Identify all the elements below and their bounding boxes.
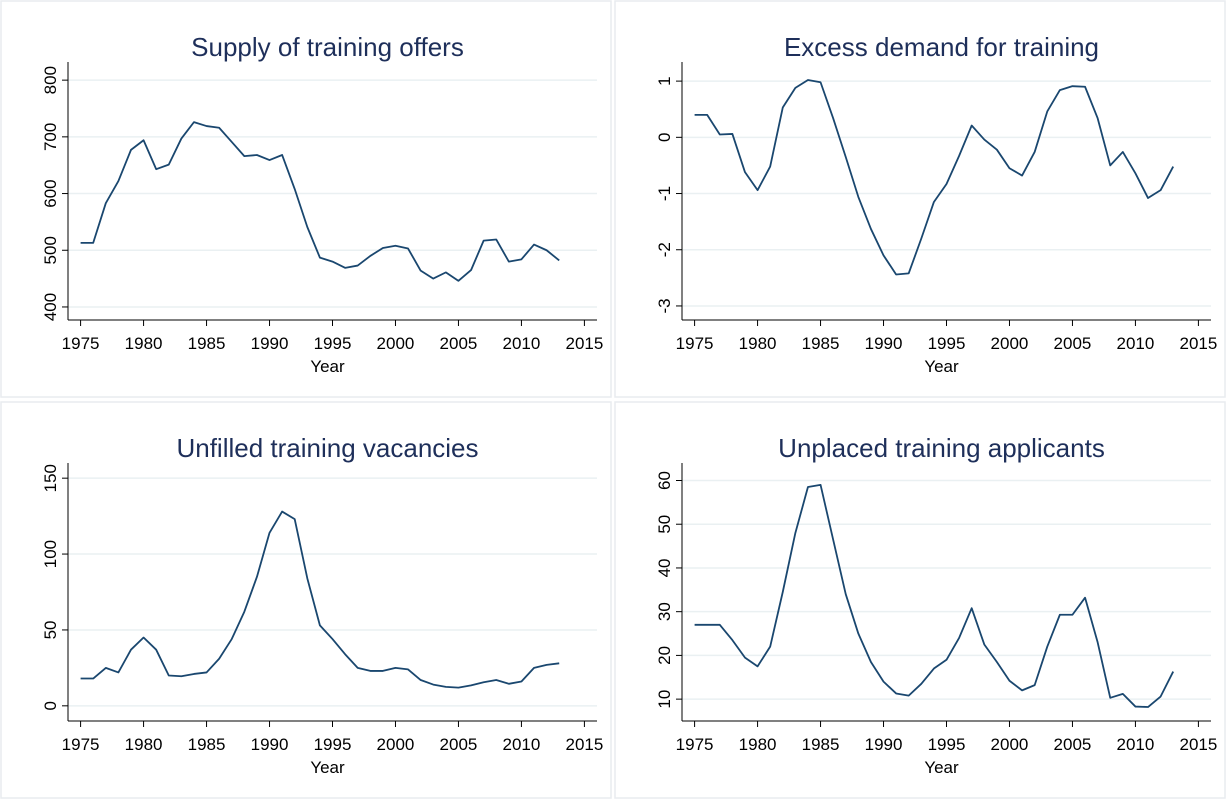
y-tick-label: 700 <box>41 123 60 151</box>
data-line <box>694 483 1175 708</box>
panel: Excess demand for training -3 -2 -1 0 1 1975 19… <box>614 0 1226 398</box>
x-tick-label: 2005 <box>1054 735 1092 754</box>
y-tick-label: -1 <box>655 186 674 201</box>
y-tick-label: 0 <box>41 701 60 710</box>
y-tick-label: 50 <box>655 515 674 534</box>
y-tick-label: 1 <box>655 76 674 85</box>
y-tick-label: 30 <box>655 602 674 621</box>
x-tick-label: 1995 <box>928 334 966 353</box>
x-tick-label: 2005 <box>440 334 478 353</box>
y-tick-label: 20 <box>655 646 674 665</box>
x-tick-label: 2010 <box>503 735 541 754</box>
x-axis-label: Year <box>924 758 959 777</box>
x-tick-label: 2000 <box>991 334 1029 353</box>
x-tick-label: 1990 <box>251 735 289 754</box>
y-tick-label: 40 <box>655 558 674 577</box>
x-tick-label: 2005 <box>1054 334 1092 353</box>
y-tick-label: -3 <box>655 298 674 313</box>
y-tick-label: 150 <box>41 464 60 492</box>
data-line <box>80 121 560 282</box>
x-tick-label: 2000 <box>991 735 1029 754</box>
panel: Unfilled training vacancies 0 50 100 150 1975… <box>0 401 612 799</box>
x-tick-label: 2000 <box>377 735 415 754</box>
x-axis-label: Year <box>310 758 345 777</box>
x-tick-label: 1985 <box>802 334 840 353</box>
x-tick-label: 1980 <box>739 735 777 754</box>
y-tick-label: 500 <box>41 236 60 264</box>
y-tick-label: 60 <box>655 471 674 490</box>
x-tick-label: 1990 <box>251 334 289 353</box>
x-tick-label: 2015 <box>565 334 603 353</box>
x-tick-label: 1975 <box>676 735 714 754</box>
x-tick-label: 1980 <box>125 735 163 754</box>
panel-border <box>0 0 612 398</box>
x-tick-label: 1980 <box>125 334 163 353</box>
x-tick-label: 2000 <box>377 334 415 353</box>
chart-title: Unfilled training vacancies <box>176 433 478 463</box>
chart-title: Excess demand for training <box>784 32 1099 62</box>
data-line <box>80 510 560 689</box>
x-axis-label: Year <box>924 357 959 376</box>
x-tick-label: 1985 <box>188 334 226 353</box>
x-tick-label: 2010 <box>1117 334 1155 353</box>
data-line <box>694 79 1175 276</box>
y-tick-label: 50 <box>41 620 60 639</box>
y-tick-label: 400 <box>41 293 60 321</box>
x-tick-label: 2005 <box>440 735 478 754</box>
x-tick-label: 1995 <box>314 735 352 754</box>
x-axis-label: Year <box>310 357 345 376</box>
x-tick-label: 1995 <box>928 735 966 754</box>
y-tick-label: 600 <box>41 179 60 207</box>
panel: Supply of training offers 400 500 600 700 800… <box>0 0 612 398</box>
panel-border <box>614 0 1226 398</box>
panel: Unplaced training applicants 10 20 30 40 50 60… <box>614 401 1226 799</box>
x-tick-label: 1985 <box>188 735 226 754</box>
y-tick-label: -2 <box>655 242 674 257</box>
x-tick-label: 2015 <box>565 735 603 754</box>
x-tick-label: 2010 <box>1117 735 1155 754</box>
x-tick-label: 1975 <box>62 334 100 353</box>
chart-title: Unplaced training applicants <box>778 433 1105 463</box>
x-tick-label: 1980 <box>739 334 777 353</box>
chart-title: Supply of training offers <box>191 32 464 62</box>
x-tick-label: 2015 <box>1179 735 1217 754</box>
y-tick-label: 100 <box>41 540 60 568</box>
x-tick-label: 1975 <box>62 735 100 754</box>
x-tick-label: 2015 <box>1179 334 1217 353</box>
y-tick-label: 0 <box>655 133 674 142</box>
panel-border <box>614 401 1226 799</box>
x-tick-label: 2010 <box>503 334 541 353</box>
panel-border <box>0 401 612 799</box>
x-tick-label: 1985 <box>802 735 840 754</box>
y-tick-label: 800 <box>41 66 60 94</box>
x-tick-label: 1990 <box>865 334 903 353</box>
y-tick-label: 10 <box>655 690 674 709</box>
x-tick-label: 1975 <box>676 334 714 353</box>
x-tick-label: 1995 <box>314 334 352 353</box>
x-tick-label: 1990 <box>865 735 903 754</box>
